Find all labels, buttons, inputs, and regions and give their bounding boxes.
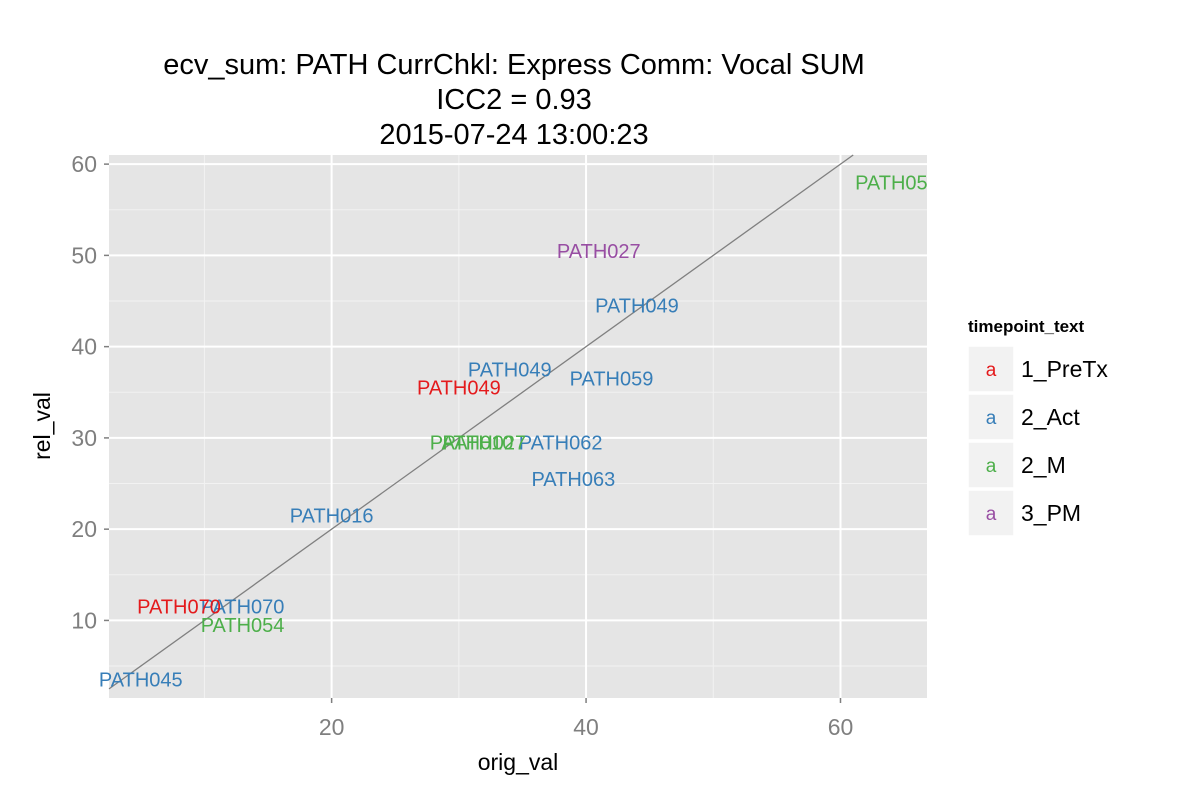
legend-key-glyph: a [986, 504, 997, 525]
y-tick-label: 20 [71, 516, 97, 542]
legend-key-glyph: a [986, 360, 997, 381]
point-label: PATH045 [99, 670, 183, 692]
identity-reference-line [108, 154, 854, 690]
legend-label: 3_PM [1021, 500, 1081, 526]
point-label: PATH063 [531, 469, 615, 491]
title-line-2: ICC2 = 0.93 [436, 84, 592, 116]
point-label: PATH070 [201, 597, 285, 619]
legend-label: 2_M [1021, 452, 1066, 478]
point-label: PATH049 [417, 378, 501, 400]
grid-major [109, 155, 927, 698]
point-label: PATH070 [137, 597, 221, 619]
y-tick-label: 60 [71, 151, 97, 177]
point-label: PATH049 [468, 359, 552, 381]
legend-key [967, 441, 1015, 489]
y-tick-label: 50 [71, 242, 97, 268]
point-label: PATH062 [519, 432, 603, 454]
y-tick-label: 10 [71, 607, 97, 633]
axis-ticks [104, 163, 842, 703]
title-line-3: 2015-07-24 13:00:23 [379, 119, 648, 151]
legend-key [967, 489, 1015, 537]
y-axis-title: rel_val [29, 392, 55, 460]
point-label: PATH05 [855, 172, 928, 194]
x-tick-label: 20 [319, 714, 345, 740]
legend-label: 1_PreTx [1021, 356, 1108, 382]
legend-key-glyph: a [986, 408, 997, 429]
point-label: PATH016 [290, 505, 374, 527]
title-line-1: ecv_sum: PATH CurrChkl: Express Comm: Vo… [163, 49, 865, 81]
x-axis-title: orig_val [478, 749, 559, 775]
y-tick-label: 40 [71, 334, 97, 360]
legend-title: timepoint_text [968, 317, 1085, 336]
point-label: PATH054 [201, 615, 285, 637]
grid-minor [109, 155, 927, 698]
point-label: PATH059 [570, 369, 654, 391]
legend-key [967, 345, 1015, 393]
point-label: PATH027 [442, 432, 526, 454]
axis-tick-labels: 20 40 60 10 20 30 40 50 60 [71, 151, 853, 740]
point-label: PATH010 [430, 432, 514, 454]
legend-key [967, 393, 1015, 441]
plot-panel [109, 155, 927, 698]
legend-key-glyph: a [986, 456, 997, 477]
point-label: PATH027 [557, 241, 641, 263]
legend-label: 2_Act [1021, 404, 1080, 430]
x-tick-label: 40 [573, 714, 599, 740]
x-tick-label: 60 [828, 714, 854, 740]
chart-title: ecv_sum: PATH CurrChkl: Express Comm: Vo… [163, 49, 865, 151]
point-label: PATH049 [595, 296, 679, 318]
y-tick-label: 30 [71, 425, 97, 451]
